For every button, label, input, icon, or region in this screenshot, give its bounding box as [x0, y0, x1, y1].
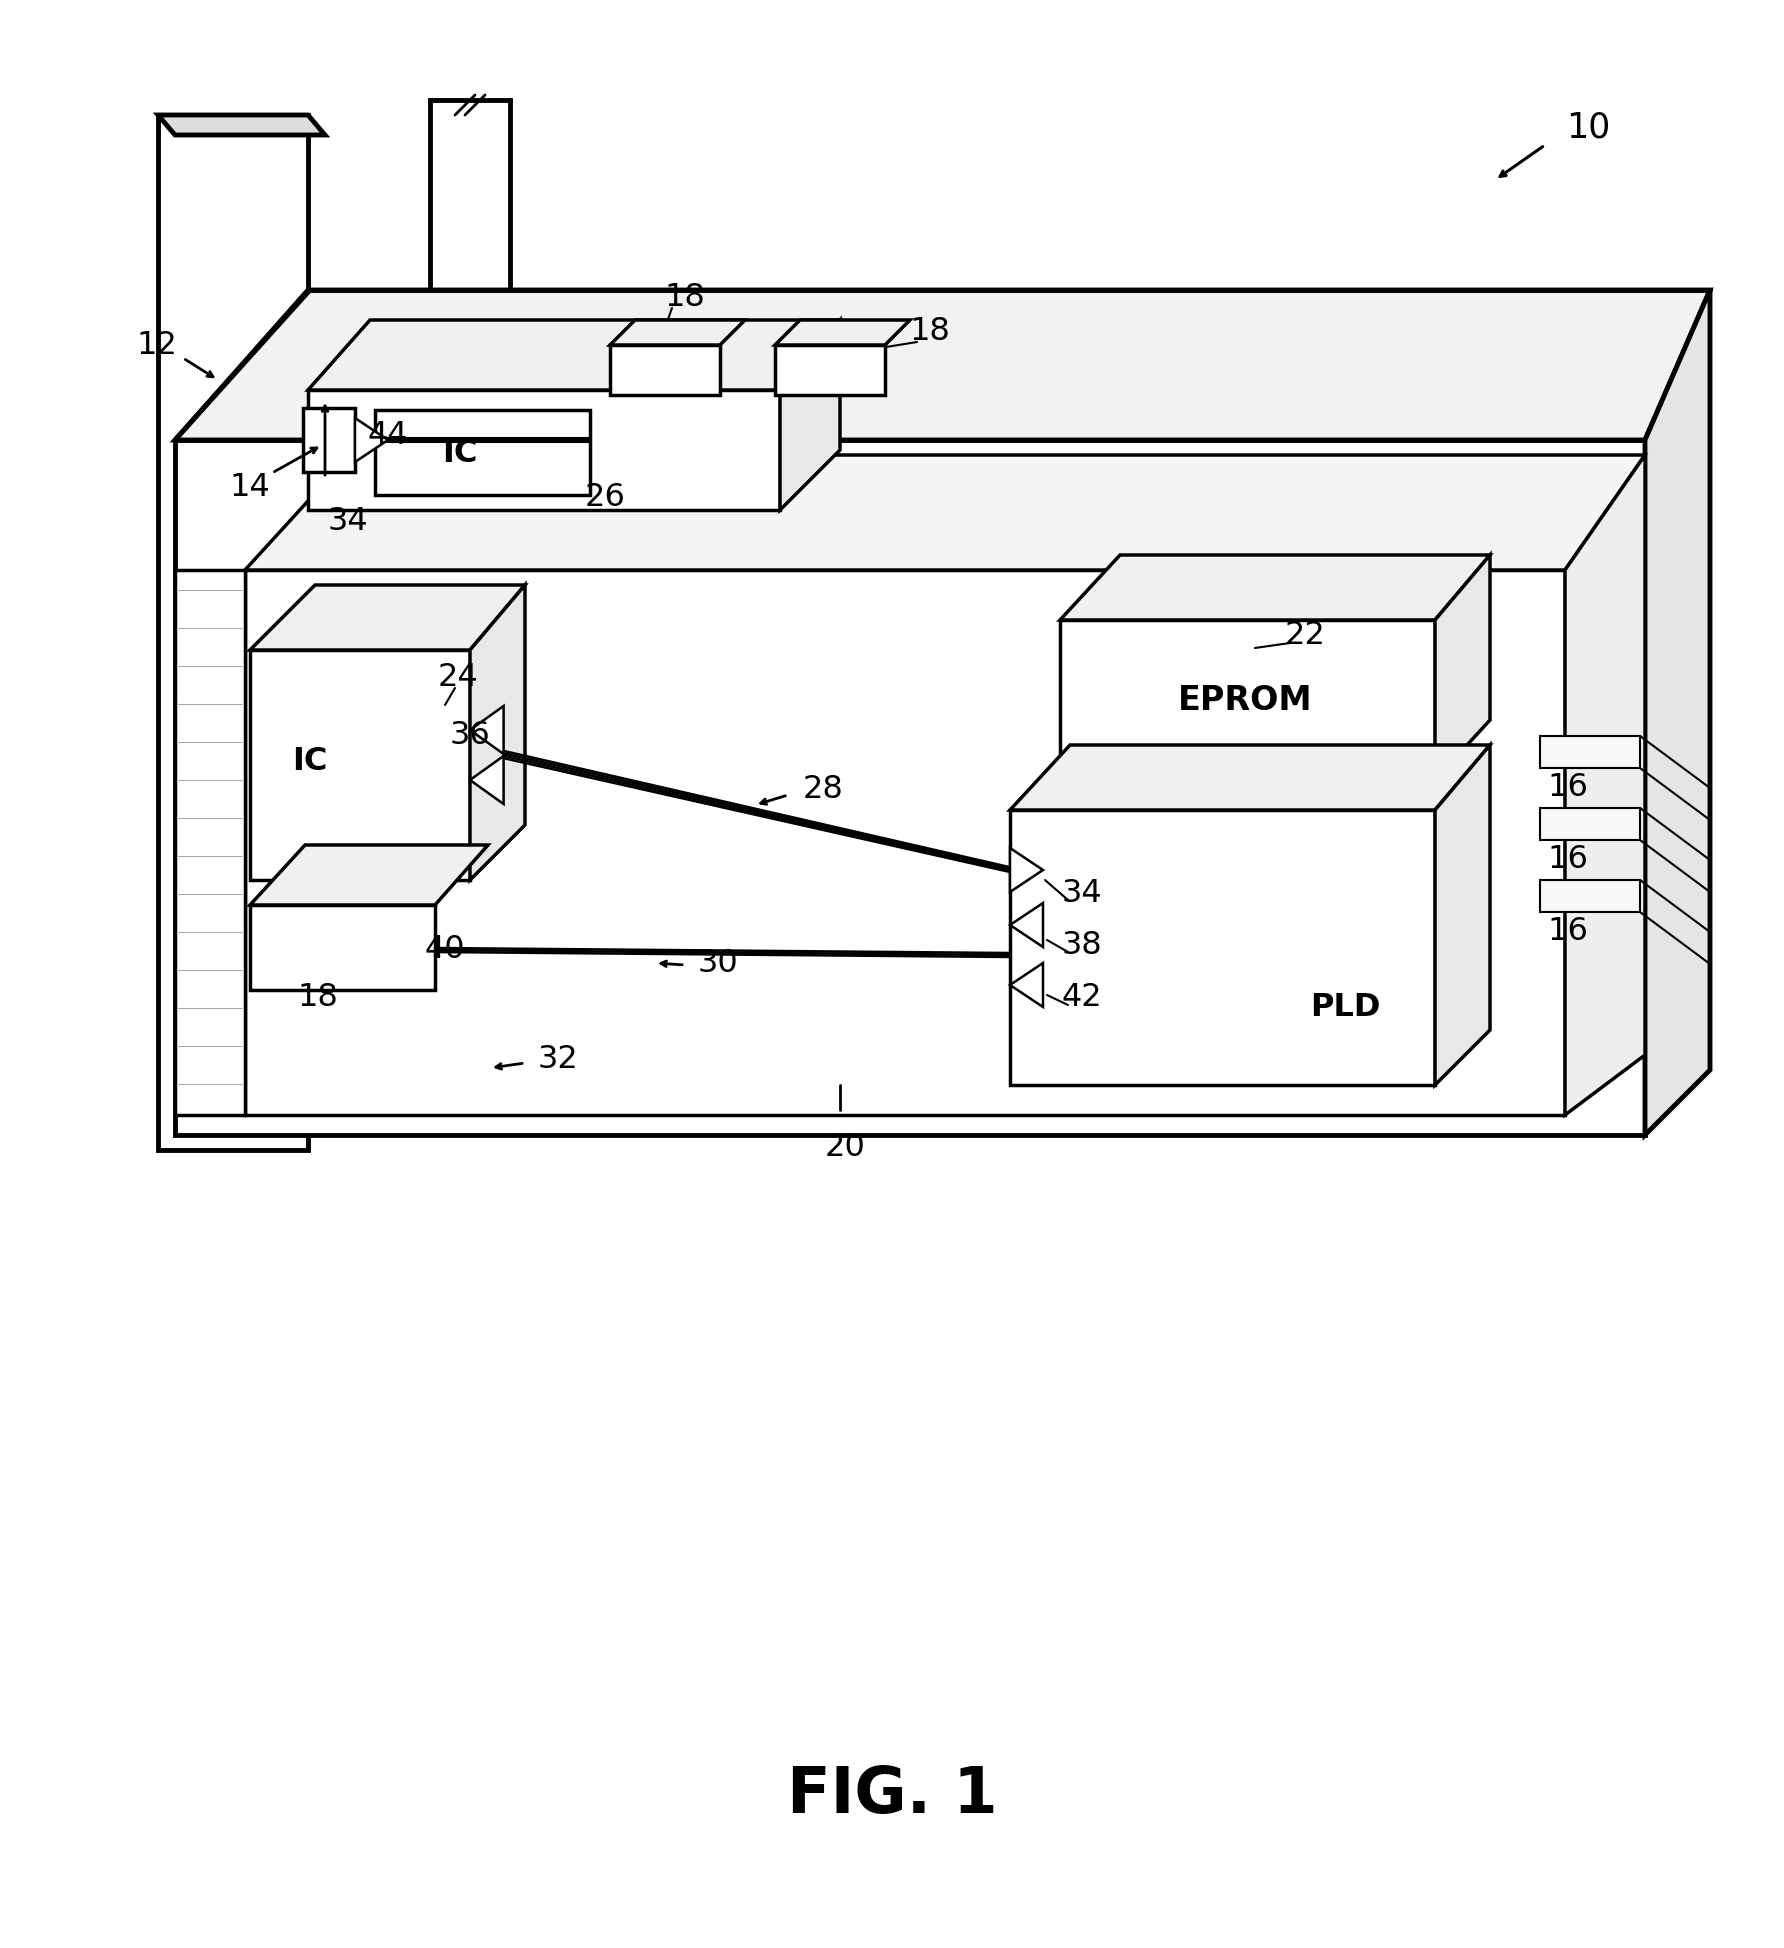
Text: 16: 16 — [1547, 773, 1588, 803]
Polygon shape — [250, 906, 435, 990]
Polygon shape — [1010, 904, 1044, 947]
Polygon shape — [355, 419, 387, 462]
Text: 44: 44 — [368, 419, 409, 450]
Polygon shape — [250, 584, 524, 651]
Polygon shape — [250, 651, 469, 880]
Polygon shape — [1565, 456, 1645, 1114]
Text: 30: 30 — [698, 947, 739, 978]
Bar — [1540, 736, 1639, 768]
Polygon shape — [469, 756, 503, 805]
Polygon shape — [309, 390, 780, 510]
Text: 28: 28 — [803, 775, 844, 806]
Text: 38: 38 — [1061, 929, 1103, 960]
Text: 40: 40 — [425, 935, 466, 966]
Polygon shape — [1645, 290, 1711, 1136]
Text: 18: 18 — [910, 316, 951, 347]
Text: 22: 22 — [1284, 619, 1326, 651]
Polygon shape — [159, 115, 325, 134]
Polygon shape — [1010, 847, 1044, 892]
Bar — [1540, 880, 1639, 912]
Text: 18: 18 — [298, 982, 339, 1013]
Text: 34: 34 — [328, 506, 368, 538]
Polygon shape — [1010, 962, 1044, 1007]
Text: 16: 16 — [1547, 845, 1588, 875]
Polygon shape — [1010, 744, 1490, 810]
Polygon shape — [250, 845, 489, 906]
Text: IC: IC — [442, 438, 478, 469]
Text: 16: 16 — [1547, 916, 1588, 947]
Polygon shape — [1434, 744, 1490, 1085]
Text: 24: 24 — [437, 662, 478, 693]
Polygon shape — [244, 456, 1645, 571]
Text: PLD: PLD — [1309, 992, 1381, 1023]
Polygon shape — [1434, 555, 1490, 779]
Polygon shape — [774, 345, 885, 395]
Polygon shape — [430, 99, 510, 440]
Polygon shape — [303, 407, 355, 471]
Text: 42: 42 — [1061, 982, 1103, 1013]
Polygon shape — [469, 584, 524, 880]
Polygon shape — [610, 345, 721, 395]
Text: 34: 34 — [1061, 877, 1103, 908]
Polygon shape — [610, 319, 746, 345]
Polygon shape — [1010, 810, 1434, 1085]
Polygon shape — [175, 571, 244, 1114]
Polygon shape — [1060, 555, 1490, 619]
Polygon shape — [774, 319, 910, 345]
Text: 12: 12 — [137, 329, 177, 360]
Text: 14: 14 — [230, 473, 271, 503]
Polygon shape — [469, 705, 503, 754]
Polygon shape — [175, 440, 1645, 1136]
Polygon shape — [159, 115, 309, 1149]
Bar — [1540, 808, 1639, 840]
Text: 36: 36 — [450, 719, 491, 750]
Text: IC: IC — [293, 746, 328, 777]
Polygon shape — [244, 571, 1565, 1114]
Text: 20: 20 — [824, 1132, 865, 1163]
Text: 32: 32 — [537, 1044, 578, 1075]
Polygon shape — [175, 290, 1711, 440]
Text: EPROM: EPROM — [1177, 684, 1313, 717]
Polygon shape — [309, 319, 840, 390]
Polygon shape — [780, 319, 840, 510]
Polygon shape — [375, 409, 591, 495]
Text: 10: 10 — [1566, 111, 1611, 144]
Polygon shape — [1060, 619, 1434, 779]
Text: 26: 26 — [585, 483, 626, 514]
Text: 18: 18 — [665, 282, 705, 314]
Text: FIG. 1: FIG. 1 — [787, 1765, 997, 1825]
